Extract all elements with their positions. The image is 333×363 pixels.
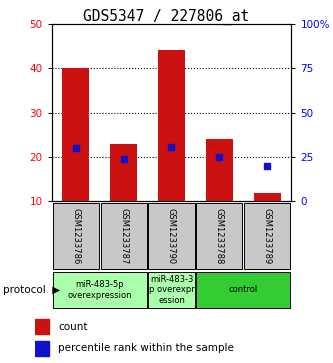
Text: control: control (229, 285, 258, 294)
Bar (206, 139, 233, 201)
FancyBboxPatch shape (149, 203, 194, 269)
Text: GSM1233787: GSM1233787 (119, 208, 128, 264)
Text: count: count (58, 322, 88, 332)
FancyBboxPatch shape (244, 203, 290, 269)
Bar (35, 340, 49, 356)
Bar (158, 50, 185, 201)
Text: GSM1233790: GSM1233790 (167, 208, 176, 264)
Bar (110, 144, 137, 201)
Text: GSM1233789: GSM1233789 (263, 208, 272, 264)
FancyBboxPatch shape (196, 203, 242, 269)
FancyBboxPatch shape (101, 203, 147, 269)
Text: percentile rank within the sample: percentile rank within the sample (58, 343, 234, 354)
Text: miR-483-5p
overexpression: miR-483-5p overexpression (67, 280, 132, 299)
Text: protocol  ▶: protocol ▶ (3, 285, 61, 295)
FancyBboxPatch shape (196, 272, 290, 308)
Bar (35, 319, 49, 334)
FancyBboxPatch shape (53, 272, 147, 308)
Bar (62, 68, 89, 201)
FancyBboxPatch shape (149, 272, 194, 308)
Point (121, 156, 126, 162)
Text: GSM1233788: GSM1233788 (215, 208, 224, 264)
Text: GSM1233786: GSM1233786 (71, 208, 80, 264)
Point (169, 144, 174, 150)
Text: GDS5347 / 227806_at: GDS5347 / 227806_at (83, 9, 250, 25)
FancyBboxPatch shape (53, 203, 99, 269)
Text: miR-483-3
p overexpr
ession: miR-483-3 p overexpr ession (149, 275, 194, 305)
Point (73, 145, 78, 151)
Point (217, 154, 222, 160)
Point (265, 163, 270, 169)
Bar (254, 192, 281, 201)
